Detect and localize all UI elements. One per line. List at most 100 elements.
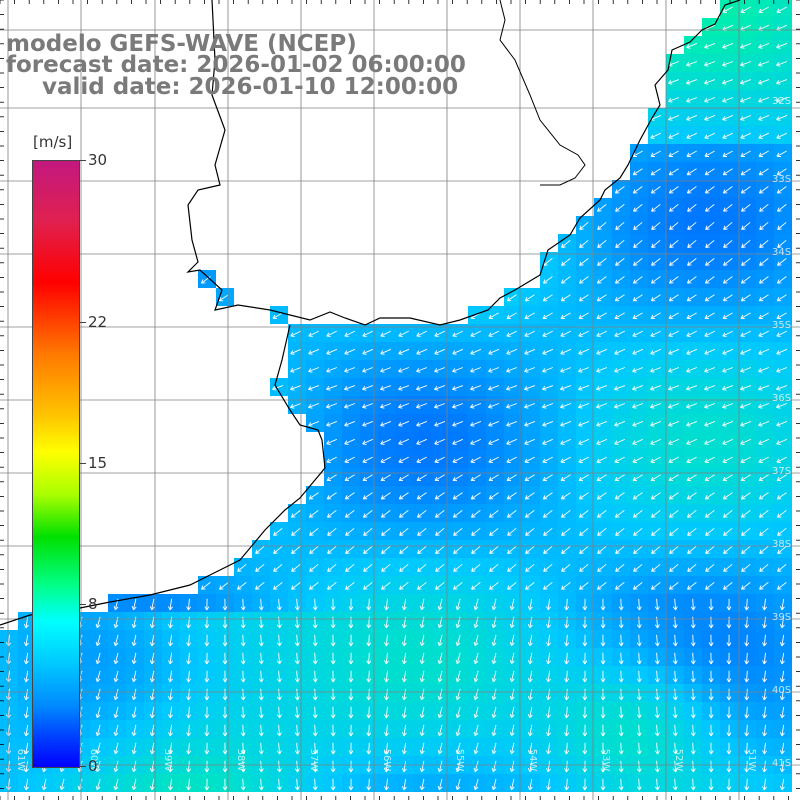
wind-arrow (614, 367, 626, 373)
wind-arrow (722, 79, 734, 85)
wind-arrow (437, 778, 443, 791)
wind-arrow (255, 563, 265, 572)
wind-arrow (582, 652, 588, 665)
wind-arrow (473, 598, 479, 611)
wind-arrow (668, 385, 680, 391)
wind-arrow (651, 258, 661, 266)
wind-arrow (618, 742, 624, 755)
wind-arrow (650, 385, 662, 391)
wind-arrow (312, 670, 318, 683)
wind-arrow (384, 724, 389, 737)
wind-arrow (708, 760, 714, 773)
wind-arrow (578, 403, 590, 409)
wind-arrow (506, 492, 517, 500)
wind-arrow (633, 204, 643, 212)
wind-arrow (776, 403, 788, 409)
wind-arrow (470, 474, 481, 482)
wind-arrow (362, 330, 373, 337)
wind-arrow (222, 634, 228, 647)
latitude-label: 35S (772, 320, 791, 331)
wind-arrow (453, 582, 463, 590)
wind-arrow (258, 634, 264, 647)
wind-arrow (204, 598, 210, 611)
wind-arrow (668, 330, 679, 337)
wind-arrow (452, 438, 463, 445)
wind-arrow (344, 348, 356, 355)
wind-arrow (380, 492, 391, 500)
wind-arrow (596, 385, 608, 391)
wind-arrow (437, 706, 443, 719)
wind-arrow (776, 6, 787, 13)
longitude-label: 55W (454, 749, 465, 772)
wind-arrow (416, 348, 428, 355)
wind-arrow (434, 456, 445, 463)
wind-arrow (740, 79, 752, 85)
wind-arrow (578, 330, 589, 337)
wind-arrow (704, 510, 715, 518)
wind-arrow (543, 527, 553, 536)
wind-arrow (419, 634, 425, 647)
wind-arrow (168, 742, 173, 755)
wind-arrow (632, 150, 643, 157)
wind-arrow (618, 706, 624, 719)
wind-arrow (488, 312, 499, 320)
wind-arrow (473, 724, 479, 737)
wind-arrow (669, 527, 679, 536)
wind-arrow (632, 510, 643, 518)
wind-arrow (23, 760, 29, 773)
wind-arrow (362, 438, 373, 445)
wind-arrow (632, 294, 643, 302)
wind-arrow (615, 204, 625, 212)
wind-arrow (471, 527, 481, 536)
wind-arrow (525, 563, 535, 572)
wind-arrow (524, 474, 535, 482)
wind-arrow (524, 403, 536, 409)
wind-arrow (384, 652, 389, 665)
wind-arrow (113, 634, 119, 647)
wind-arrow (434, 492, 445, 500)
wind-arrow (149, 634, 155, 647)
map-title-forecast-date: forecast date: 2026-01-02 06:00:00 (6, 52, 466, 78)
wind-arrow (722, 186, 733, 194)
wind-arrow (777, 545, 787, 554)
wind-arrow (509, 724, 515, 737)
wind-arrow (240, 598, 246, 611)
wind-arrow (491, 652, 497, 665)
wind-arrow (525, 582, 535, 590)
wind-arrow (113, 778, 119, 791)
wind-arrow (758, 79, 770, 85)
wind-arrow (744, 652, 750, 665)
colorbar-tick (80, 160, 86, 161)
wind-arrow (470, 438, 481, 445)
wind-arrow (614, 186, 625, 194)
wind-arrow (509, 760, 515, 773)
wind-arrow (578, 348, 590, 355)
wind-arrow (491, 724, 497, 737)
wind-arrow (23, 688, 29, 701)
wind-arrow (276, 688, 282, 701)
wind-arrow (258, 598, 264, 611)
wind-arrow (582, 760, 588, 773)
wind-arrow (722, 456, 733, 463)
wind-arrow (131, 670, 137, 683)
wind-arrow (690, 634, 696, 647)
wind-arrow (762, 652, 767, 665)
wind-arrow (600, 778, 606, 791)
wind-arrow (131, 652, 137, 665)
wind-arrow (489, 545, 499, 554)
wind-arrow (218, 294, 229, 302)
wind-arrow (527, 670, 533, 683)
wind-arrow (741, 545, 751, 554)
wind-arrow (744, 760, 750, 773)
wind-arrow (596, 294, 607, 302)
wind-arrow (384, 760, 389, 773)
wind-arrow (113, 724, 119, 737)
wind-arrow (776, 42, 788, 49)
wind-arrow (434, 385, 446, 391)
wind-arrow (416, 385, 428, 391)
wind-arrow (744, 742, 750, 755)
wind-arrow (330, 688, 336, 701)
wind-arrow (506, 330, 517, 337)
wind-arrow (546, 724, 551, 737)
wind-arrow (560, 276, 571, 284)
